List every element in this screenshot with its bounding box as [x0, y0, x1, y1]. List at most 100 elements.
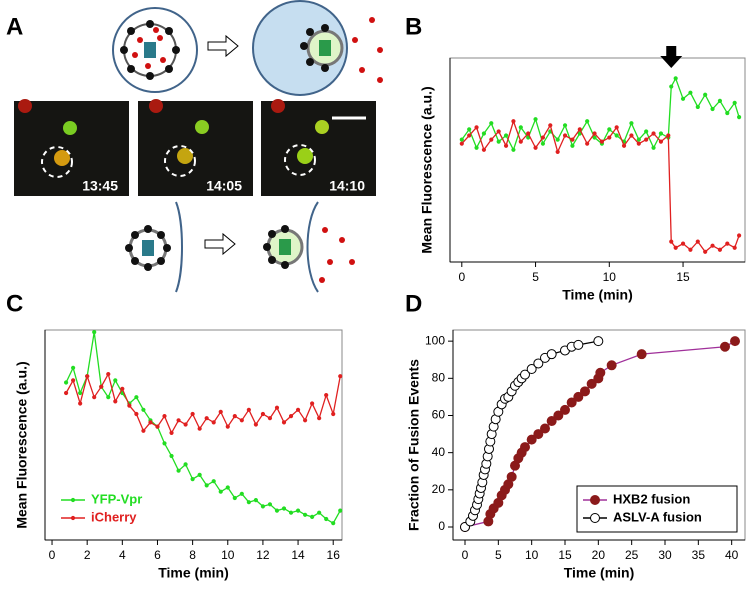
- data-point: [730, 336, 740, 347]
- data-point: [658, 131, 664, 136]
- data-point: [710, 106, 715, 112]
- x-tick-label: 40: [725, 548, 739, 562]
- data-point: [78, 390, 83, 396]
- arrow: [204, 232, 236, 256]
- core: [319, 40, 331, 56]
- data-point: [489, 121, 494, 126]
- plot-area: [44, 329, 343, 541]
- data-point: [548, 123, 553, 128]
- data-point: [511, 119, 516, 124]
- data-point: [302, 418, 308, 423]
- data-point: [520, 369, 530, 380]
- x-axis-label: Time (min): [564, 565, 635, 581]
- data-point: [218, 409, 223, 414]
- x-tick-label: 25: [625, 548, 639, 562]
- data-point: [546, 416, 557, 427]
- x-tick-label: 8: [189, 548, 196, 562]
- data-point: [85, 374, 90, 379]
- data-point: [295, 407, 301, 412]
- data-point: [190, 477, 195, 482]
- data-point: [506, 471, 517, 482]
- data-point: [503, 133, 509, 138]
- data-point: [274, 405, 280, 410]
- released-dots: [352, 17, 383, 83]
- data-point: [99, 384, 104, 389]
- x-tick-label: 2: [84, 548, 91, 562]
- data-point: [324, 516, 329, 522]
- data-point: [204, 483, 209, 488]
- data-point: [669, 84, 674, 89]
- data-point: [169, 430, 174, 435]
- spikes: [125, 225, 171, 271]
- data-point: [577, 127, 582, 132]
- data-point: [526, 131, 531, 136]
- data-point: [695, 104, 700, 110]
- micrographs: [14, 99, 376, 196]
- data-point: [599, 139, 605, 144]
- data-point: [211, 420, 216, 425]
- data-point: [540, 141, 546, 146]
- data-point: [295, 508, 301, 513]
- data-point: [732, 245, 737, 250]
- data-point: [520, 442, 530, 453]
- y-axis-label: Fraction of Fusion Events: [406, 359, 422, 531]
- membrane: [306, 201, 319, 293]
- data-point: [570, 143, 575, 148]
- data-point: [134, 411, 139, 417]
- data-point: [555, 137, 560, 142]
- y-tick-label: 100: [425, 333, 445, 347]
- data-point: [621, 143, 627, 148]
- data-point: [629, 121, 634, 126]
- data-point: [190, 411, 195, 417]
- data-point: [717, 98, 723, 103]
- data-point: [651, 145, 656, 150]
- data-point: [673, 245, 678, 250]
- data-point: [218, 489, 223, 494]
- data-point: [211, 479, 216, 484]
- data-point: [481, 147, 487, 152]
- data-point: [183, 422, 188, 427]
- x-tick-label: 15: [558, 548, 572, 562]
- data-point: [606, 360, 617, 371]
- x-tick-label: 20: [592, 548, 606, 562]
- data-point: [92, 330, 97, 335]
- panel-label: D: [405, 290, 422, 317]
- data-point: [585, 119, 590, 124]
- data-point: [614, 125, 619, 130]
- timestamp: 13:45: [82, 178, 118, 194]
- data-point: [260, 411, 266, 417]
- data-point: [636, 349, 647, 360]
- data-point: [737, 115, 742, 120]
- x-tick-label: 5: [495, 548, 502, 562]
- data-point: [239, 418, 244, 423]
- data-point: [260, 504, 266, 509]
- data-point: [281, 420, 287, 425]
- data-point: [267, 416, 273, 421]
- data-point: [317, 416, 322, 421]
- data-point: [71, 365, 76, 370]
- core: [279, 239, 291, 255]
- data-point: [586, 378, 597, 389]
- data-point: [331, 411, 336, 417]
- y-tick-label: 80: [432, 370, 446, 384]
- data-point: [533, 117, 538, 122]
- data-point: [281, 506, 287, 511]
- data-point: [288, 414, 294, 419]
- data-point: [593, 336, 604, 347]
- data-point: [540, 135, 546, 140]
- legend-label: HXB2 fusion: [613, 491, 690, 506]
- core: [142, 240, 154, 256]
- data-point: [614, 133, 619, 138]
- data-point: [317, 510, 322, 515]
- data-point: [176, 468, 181, 473]
- data-point: [555, 149, 560, 154]
- data-point: [518, 139, 523, 144]
- data-point: [710, 243, 715, 248]
- data-point: [680, 96, 686, 101]
- data-point: [338, 374, 343, 379]
- timestamp: 14:05: [206, 178, 242, 194]
- x-tick-label: 15: [676, 270, 690, 284]
- data-point: [592, 135, 597, 140]
- data-point: [148, 420, 153, 425]
